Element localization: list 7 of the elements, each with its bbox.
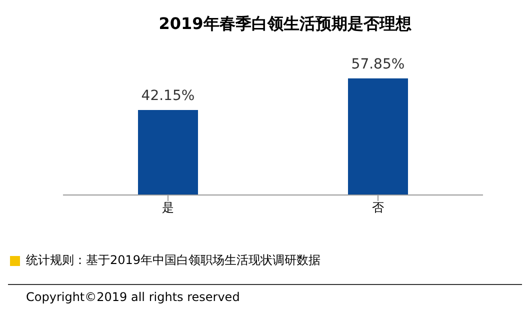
chart-title: 2019年春季白领生活预期是否理想 — [158, 13, 412, 35]
x-tick-label: 是 — [162, 200, 174, 215]
x-tick-label: 否 — [372, 200, 384, 215]
text: Copyright©2019 all rights reserved — [26, 290, 240, 304]
data-label: 42.15% — [141, 88, 195, 104]
text: 统计规则：基于2019年中国白领职场生活现状调研数据 — [26, 252, 321, 269]
data-label: 57.85% — [351, 56, 405, 72]
